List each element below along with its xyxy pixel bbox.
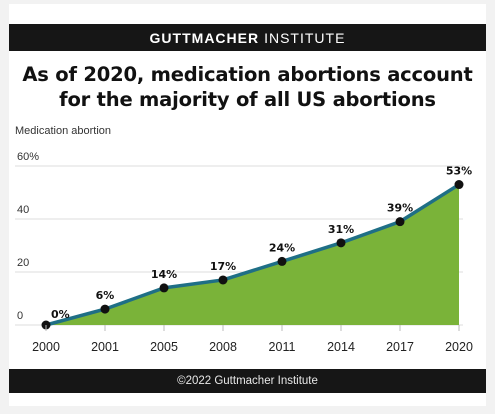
data-points [41, 180, 464, 330]
data-label: 39% [387, 202, 413, 215]
data-point [218, 275, 228, 285]
x-tick-label: 2014 [327, 340, 355, 354]
area-fill [46, 184, 459, 325]
y-tick-label: 0 [17, 310, 23, 322]
x-tick-label: 2001 [91, 340, 119, 354]
data-labels: 0% 6% 14% 17% 24% 31% 39% 53% [51, 165, 472, 321]
x-tick-label: 2005 [150, 340, 178, 354]
y-axis-label: Medication abortion [15, 125, 111, 137]
chart-title-line-1: As of 2020, medication abortions account [22, 63, 473, 86]
data-point [100, 304, 110, 314]
brand-name-thin: INSTITUTE [264, 29, 346, 46]
data-label: 6% [96, 289, 115, 302]
series-line [45, 183, 460, 327]
brand-header: GUTTMACHER INSTITUTE [9, 24, 486, 51]
data-label: 0% [51, 308, 70, 321]
copyright-footer: ©2022 Guttmacher Institute [9, 369, 486, 393]
data-point [277, 256, 287, 266]
chart-title: As of 2020, medication abortions account… [9, 62, 486, 112]
y-tick-label: 60% [17, 151, 39, 163]
brand-name-bold: GUTTMACHER [149, 29, 260, 46]
x-tick-label: 2020 [445, 340, 473, 354]
x-axis-ticks: 2000 2001 2005 2008 2011 2014 2017 2020 [32, 325, 473, 354]
data-label: 53% [446, 165, 472, 178]
x-tick-label: 2008 [209, 340, 237, 354]
y-axis-ticks: 0 20 40 60% [17, 151, 39, 322]
series-polyline [45, 183, 460, 327]
chart-title-line-2: for the majority of all US abortions [59, 88, 436, 111]
data-point [159, 283, 169, 293]
data-point [454, 180, 464, 190]
data-label: 14% [151, 268, 177, 281]
data-label: 24% [269, 241, 295, 254]
x-tick-label: 2017 [386, 340, 414, 354]
data-point [336, 238, 346, 248]
infographic-card: GUTTMACHER INSTITUTE As of 2020, medicati… [9, 4, 486, 406]
x-tick-label: 2011 [269, 340, 296, 354]
area-polygon [46, 184, 459, 325]
data-point [395, 217, 405, 227]
data-label: 31% [328, 223, 354, 236]
y-tick-label: 40 [17, 204, 29, 216]
area-chart: 0% 6% 14% 17% 24% 31% 39% 53% 0 20 40 60% 2000 2001… [15, 125, 473, 354]
x-tick-label: 2000 [32, 340, 60, 354]
y-tick-label: 20 [17, 257, 29, 269]
data-label: 17% [210, 260, 236, 273]
